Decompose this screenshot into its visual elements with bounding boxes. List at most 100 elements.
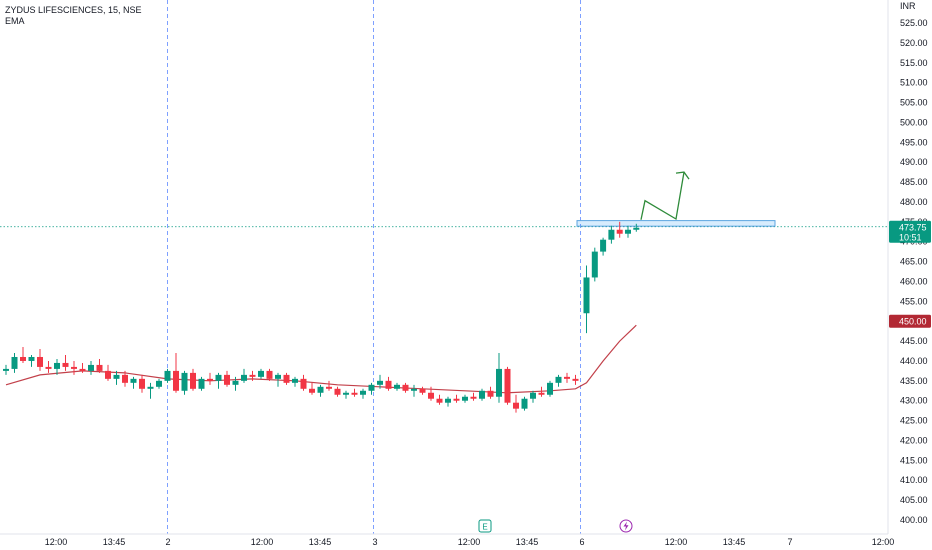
candle-body	[445, 398, 451, 403]
candle-body	[394, 384, 400, 389]
event-markers[interactable]: E	[478, 519, 633, 533]
candle	[504, 366, 511, 405]
earnings-icon[interactable]: E	[478, 519, 492, 533]
candle-body	[241, 374, 247, 381]
resistance-zone[interactable]	[576, 220, 776, 227]
price-axis[interactable]: INR 525.00 520.00 515.00 510.00 505.00 500.00 4…	[887, 0, 931, 534]
candle	[181, 370, 188, 395]
candle	[71, 360, 77, 375]
candle	[343, 390, 349, 399]
candle-body	[487, 390, 494, 397]
y-tick-label: 435.00	[900, 376, 928, 386]
candle-body	[564, 376, 570, 379]
y-tick-label: 445.00	[900, 336, 928, 346]
candle	[521, 396, 528, 411]
candle-body	[207, 378, 213, 381]
candle-body	[326, 386, 332, 389]
candle-body	[496, 368, 502, 397]
forecast-path	[640, 171, 685, 221]
candle-body	[71, 366, 77, 369]
candle-body	[54, 362, 60, 369]
candle-body	[28, 356, 35, 361]
y-tick-label: 515.00	[900, 58, 928, 68]
y-tick-label: 490.00	[900, 157, 928, 167]
candle-body	[11, 356, 18, 369]
candle	[275, 372, 281, 387]
y-tick-label: 425.00	[900, 416, 928, 426]
candle-body	[258, 370, 264, 377]
x-tick-label: 12:00	[251, 537, 274, 547]
candle	[173, 353, 179, 393]
candle	[583, 265, 590, 334]
candle	[377, 374, 383, 389]
candle	[564, 372, 570, 383]
candle-body	[130, 378, 137, 383]
candle-body	[156, 380, 162, 387]
candle	[292, 376, 298, 387]
candle	[113, 370, 120, 385]
candle-body	[633, 227, 640, 230]
candle	[54, 358, 60, 375]
candle	[224, 370, 230, 387]
candle-body	[79, 368, 86, 371]
candle	[479, 388, 485, 401]
x-tick-label: 2	[165, 537, 170, 547]
candle	[616, 221, 623, 238]
candle	[88, 360, 94, 375]
candle	[572, 374, 579, 385]
candle-body	[530, 392, 536, 399]
candle	[547, 380, 553, 397]
day-separators	[167, 0, 581, 534]
y-tick-label: 500.00	[900, 117, 928, 127]
candle-body	[37, 356, 43, 367]
candle-body	[625, 229, 631, 234]
candle	[368, 382, 375, 395]
candle-body	[436, 398, 443, 403]
y-tick-label: 495.00	[900, 137, 928, 147]
candle-body	[164, 370, 171, 381]
candle-body	[266, 370, 273, 379]
candle	[608, 225, 615, 244]
candle-body	[224, 374, 230, 385]
lightning-icon[interactable]	[619, 519, 633, 533]
y-tick-label: 505.00	[900, 98, 928, 108]
candle	[470, 392, 477, 401]
time-axis[interactable]: 12:00 13:45 2 12:00 13:45 3 12:00 13:45 6 12:00 13…	[0, 533, 895, 547]
candle-body	[173, 370, 179, 391]
x-tick-label: 12:00	[665, 537, 688, 547]
candle-body	[198, 378, 205, 389]
svg-text:E: E	[482, 523, 487, 532]
candle-body	[402, 384, 409, 391]
candle	[326, 380, 332, 391]
candle	[428, 386, 434, 401]
last-price-countdown: 10:51	[899, 232, 922, 242]
candle-body	[616, 229, 623, 234]
candle	[266, 368, 273, 381]
candle-body	[470, 396, 477, 399]
candle-body	[292, 378, 298, 383]
candle	[496, 353, 502, 403]
y-tick-label: 410.00	[900, 475, 928, 485]
candle	[96, 358, 103, 373]
x-tick-label: 13:45	[309, 537, 332, 547]
y-tick-label: 415.00	[900, 455, 928, 465]
candle-body	[608, 229, 615, 240]
indicator-label: EMA	[5, 16, 25, 26]
ema-path	[5, 324, 637, 394]
forecast-arrow[interactable]	[640, 171, 690, 221]
x-tick-label: 12:00	[872, 537, 895, 547]
zone-rectangle	[576, 220, 776, 227]
candle	[198, 376, 205, 391]
candle	[436, 394, 443, 405]
candle-body	[62, 362, 69, 367]
candle	[190, 368, 196, 391]
candle	[445, 396, 451, 407]
x-tick-label: 13:45	[723, 537, 746, 547]
candle	[419, 386, 426, 395]
candle-body	[96, 364, 103, 371]
candle-body	[317, 386, 324, 393]
candle-body	[504, 368, 511, 403]
x-tick-label: 13:45	[103, 537, 126, 547]
candle-body	[462, 396, 468, 401]
